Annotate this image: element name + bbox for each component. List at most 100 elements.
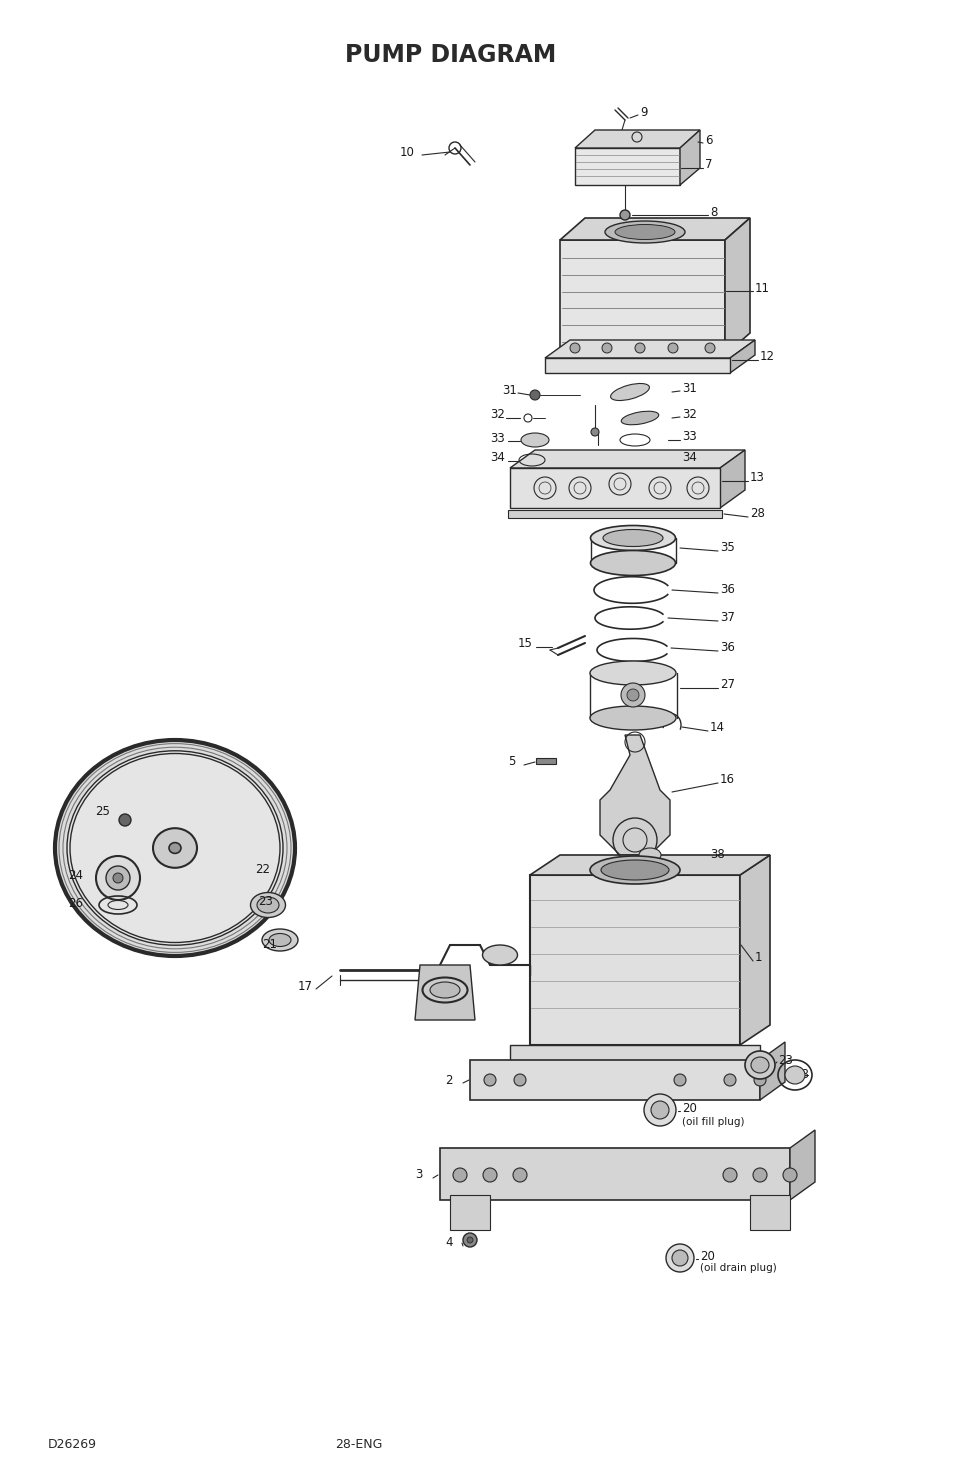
Text: 23: 23 [257,895,273,909]
Polygon shape [575,130,700,148]
Ellipse shape [269,934,291,947]
Polygon shape [729,341,754,373]
Polygon shape [450,1195,490,1230]
Circle shape [667,344,678,353]
Circle shape [119,814,131,826]
Polygon shape [510,1044,760,1065]
Ellipse shape [520,434,548,447]
Text: 13: 13 [749,472,764,484]
Circle shape [782,1168,796,1181]
Text: 33: 33 [490,432,504,444]
Circle shape [462,1233,476,1246]
Circle shape [467,1238,473,1243]
Text: 38: 38 [709,848,724,861]
Ellipse shape [482,945,517,965]
Text: 1: 1 [754,951,761,965]
Text: PUMP DIAGRAM: PUMP DIAGRAM [345,43,556,66]
Text: 32: 32 [681,407,696,420]
Ellipse shape [589,707,676,730]
Text: 26: 26 [68,897,83,910]
Ellipse shape [55,740,294,956]
Text: 5: 5 [507,755,515,768]
Circle shape [665,1243,693,1271]
Circle shape [753,1074,765,1086]
Circle shape [704,344,714,353]
Text: 35: 35 [720,541,734,555]
Text: 22: 22 [254,863,270,876]
Text: 2: 2 [444,1074,452,1087]
Text: 37: 37 [720,612,734,624]
Ellipse shape [262,929,297,951]
Text: 17: 17 [297,979,313,993]
Text: 16: 16 [720,773,734,786]
Ellipse shape [600,860,668,881]
Polygon shape [530,875,740,1044]
Text: 36: 36 [720,584,734,596]
Ellipse shape [422,978,467,1003]
Polygon shape [789,1130,814,1201]
Text: (oil drain plug): (oil drain plug) [700,1263,776,1273]
Circle shape [513,1168,526,1181]
Text: 34: 34 [490,451,504,465]
Ellipse shape [620,412,659,425]
Ellipse shape [744,1052,774,1080]
Circle shape [722,1168,737,1181]
Circle shape [601,344,612,353]
Ellipse shape [152,827,196,867]
Polygon shape [740,855,769,1044]
Ellipse shape [589,855,679,884]
Text: 33: 33 [681,431,696,444]
Circle shape [619,209,629,220]
Polygon shape [439,1148,789,1201]
Circle shape [673,1074,685,1086]
Ellipse shape [590,550,675,575]
Text: 8: 8 [709,205,717,218]
Polygon shape [575,148,679,184]
Ellipse shape [251,892,285,917]
Polygon shape [559,218,749,240]
Text: 34: 34 [681,451,696,465]
Text: 20: 20 [700,1249,714,1263]
Text: 10: 10 [399,146,415,158]
Circle shape [650,1100,668,1120]
Text: 28-ENG: 28-ENG [335,1438,382,1451]
Ellipse shape [590,525,675,550]
Text: 15: 15 [517,637,533,650]
Circle shape [569,344,579,353]
Polygon shape [724,218,749,355]
Circle shape [590,428,598,437]
Circle shape [671,1249,687,1266]
Circle shape [96,855,140,900]
Text: 12: 12 [760,351,774,363]
Text: 31: 31 [501,384,517,397]
Text: 25: 25 [95,805,110,819]
Circle shape [530,389,539,400]
Polygon shape [530,855,769,875]
Text: 23: 23 [778,1053,792,1066]
Ellipse shape [430,982,459,999]
Polygon shape [720,450,744,507]
Text: 6: 6 [704,134,712,146]
Ellipse shape [784,1066,804,1084]
Bar [536,758,556,764]
Polygon shape [749,1195,789,1230]
Circle shape [620,683,644,707]
Circle shape [453,1168,467,1181]
Text: 21: 21 [262,938,276,951]
Circle shape [752,1168,766,1181]
Text: 36: 36 [720,642,734,655]
Ellipse shape [615,224,675,239]
Polygon shape [544,358,729,373]
Circle shape [514,1074,525,1086]
Text: 4: 4 [444,1236,452,1249]
Text: 31: 31 [681,382,696,394]
Text: 24: 24 [68,869,83,882]
Text: 3: 3 [415,1168,422,1181]
Polygon shape [544,341,754,358]
Polygon shape [415,965,475,1021]
Circle shape [112,873,123,884]
Polygon shape [679,130,700,184]
Text: 7: 7 [704,158,712,171]
Polygon shape [510,450,744,468]
Circle shape [482,1168,497,1181]
